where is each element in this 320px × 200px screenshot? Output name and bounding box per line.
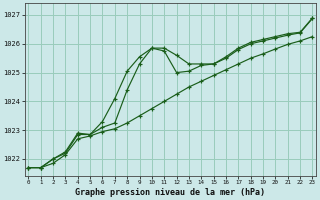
X-axis label: Graphe pression niveau de la mer (hPa): Graphe pression niveau de la mer (hPa): [76, 188, 265, 197]
